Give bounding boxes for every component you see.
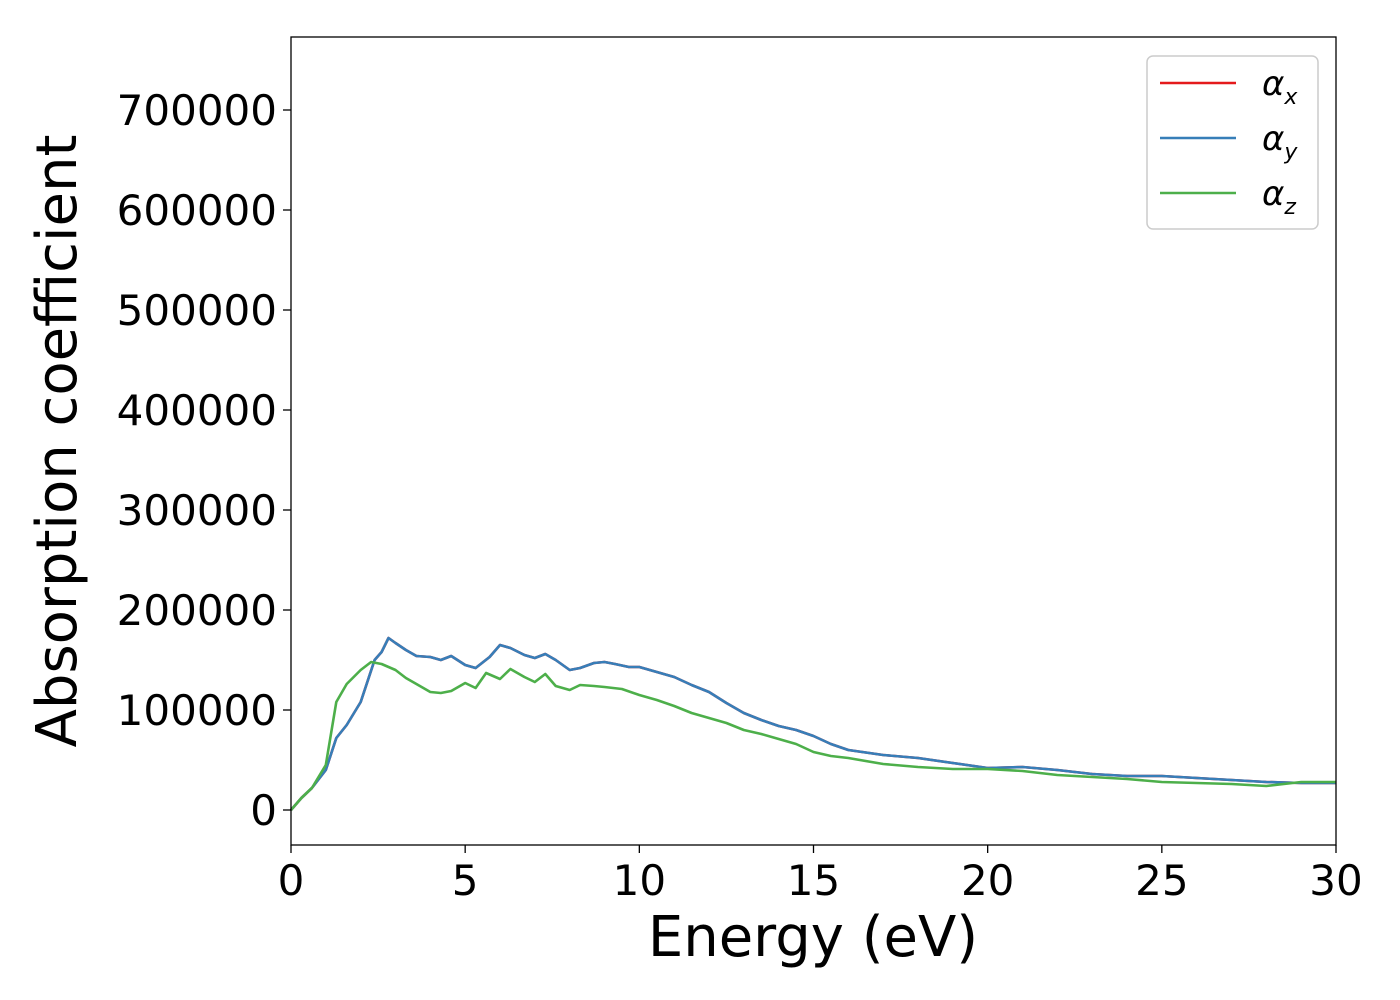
x-tick-label: 20 bbox=[961, 856, 1014, 905]
series-line-y bbox=[290, 636, 1336, 811]
legend-box bbox=[1146, 55, 1319, 230]
series-layer bbox=[290, 636, 1336, 811]
y-tick-label: 400000 bbox=[117, 386, 277, 435]
y-axis-title: Absorption coefficient bbox=[25, 135, 90, 748]
y-tick-label: 500000 bbox=[117, 286, 277, 335]
x-tick-label: 15 bbox=[787, 856, 840, 905]
y-tick-label: 300000 bbox=[117, 486, 277, 535]
x-tick-label: 0 bbox=[278, 856, 305, 905]
x-axis-title: Energy (eV) bbox=[648, 905, 978, 970]
y-tick-label: 200000 bbox=[117, 586, 277, 635]
y-tick-label: 700000 bbox=[117, 86, 277, 135]
y-axis: 0 100000 200000 300000 400000 500000 600000 700… bbox=[117, 86, 291, 835]
x-tick-label: 25 bbox=[1135, 856, 1188, 905]
x-tick-label: 10 bbox=[613, 856, 666, 905]
x-tick-label: 30 bbox=[1309, 856, 1362, 905]
legend-label-y: αy bbox=[1262, 119, 1298, 165]
series-line-z bbox=[290, 660, 1336, 811]
y-tick-label: 100000 bbox=[117, 686, 277, 735]
y-tick-label: 0 bbox=[250, 786, 277, 835]
y-tick-label: 600000 bbox=[117, 186, 277, 235]
x-tick-label: 5 bbox=[452, 856, 479, 905]
x-axis: 0 5 10 15 20 25 30 bbox=[278, 845, 1363, 905]
